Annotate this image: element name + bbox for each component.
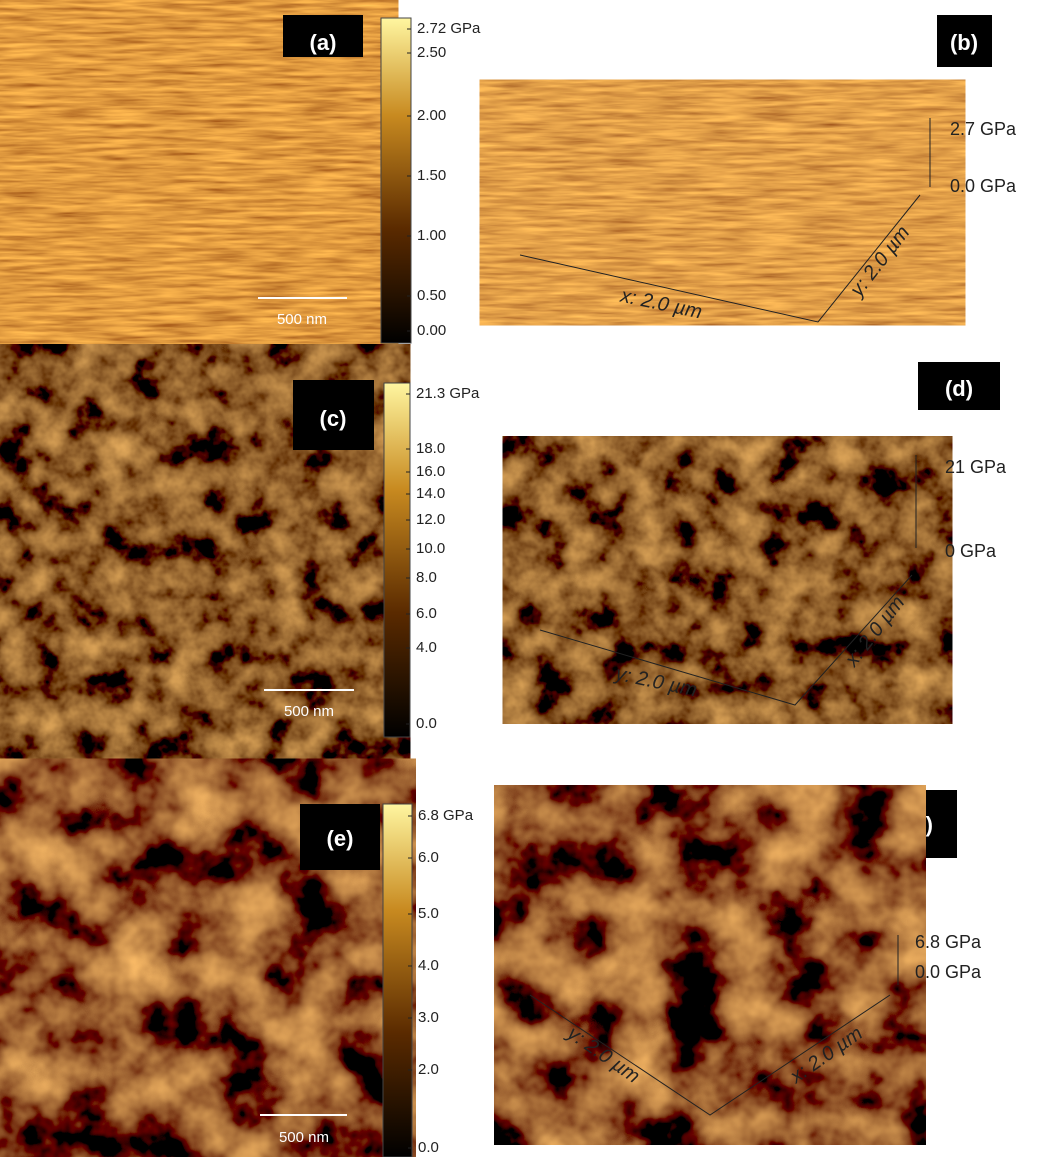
colorbar-label: 1.00 [417,227,446,244]
z-label: 2.7 GPa [950,119,1017,139]
colorbar-label: 0.0 [418,1139,439,1156]
colorbar-label: 4.0 [418,957,439,974]
colorbar-label: 14.0 [416,485,445,502]
z-label: 21 GPa [945,457,1007,477]
colorbar-label: 6.0 [416,605,437,622]
colorbar-label: 6.0 [418,849,439,866]
z-label: 0.0 GPa [950,176,1017,196]
scale-bar-label: 500 nm [279,1129,329,1146]
colorbar-label: 6.8 GPa [418,807,474,824]
panel-label: (f) [911,812,933,837]
surface-3d [530,815,890,1115]
panel-label: (d) [945,376,973,401]
z-label: 0.0 GPa [915,962,982,982]
colorbar-label: 21.3 GPa [416,385,480,402]
colorbar-label: 16.0 [416,463,445,480]
colorbar [384,383,410,737]
colorbar-label: 0.50 [417,287,446,304]
colorbar-label: 18.0 [416,440,445,457]
colorbar-label: 2.0 [418,1061,439,1078]
panel-label: (b) [950,30,978,55]
x-axis-label: x: 2.0 µm [618,285,704,324]
colorbar-label: 2.50 [417,44,446,61]
afm-map [10,15,363,343]
z-label: 6.8 GPa [915,932,982,952]
colorbar-label: 2.72 GPa [417,20,481,37]
panel-label: (c) [320,406,347,431]
colorbar-label: 8.0 [416,569,437,586]
colorbar-label: 1.50 [417,167,446,184]
colorbar-label: 2.00 [417,107,446,124]
z-label: 0 GPa [945,541,997,561]
scale-bar-label: 500 nm [277,311,327,328]
colorbar-label: 3.0 [418,1009,439,1026]
colorbar [383,804,412,1157]
scale-bar-label: 500 nm [284,703,334,720]
panel-label: (e) [327,826,354,851]
panel-label: (a) [310,30,337,55]
colorbar-ticks: 2.72 GPa 2.50 2.00 1.50 1.00 0.50 0.00 [407,20,481,339]
colorbar-ticks: 21.3 GPa 18.0 16.0 14.0 12.0 10.0 8.0 6.0 4.0 0.0 [406,385,480,732]
colorbar-label: 10.0 [416,540,445,557]
colorbar-label: 4.0 [416,639,437,656]
colorbar-label: 0.00 [417,322,446,339]
colorbar [381,18,411,343]
colorbar-label: 0.0 [416,715,437,732]
colorbar-ticks: 6.8 GPa 6.0 5.0 4.0 3.0 2.0 0.0 [408,807,474,1156]
figure: (a) 500 nm 2.72 GPa 2.50 2.00 1.50 1.00 0.50 0… [0,0,1064,1157]
colorbar-label: 5.0 [418,905,439,922]
colorbar-label: 12.0 [416,511,445,528]
